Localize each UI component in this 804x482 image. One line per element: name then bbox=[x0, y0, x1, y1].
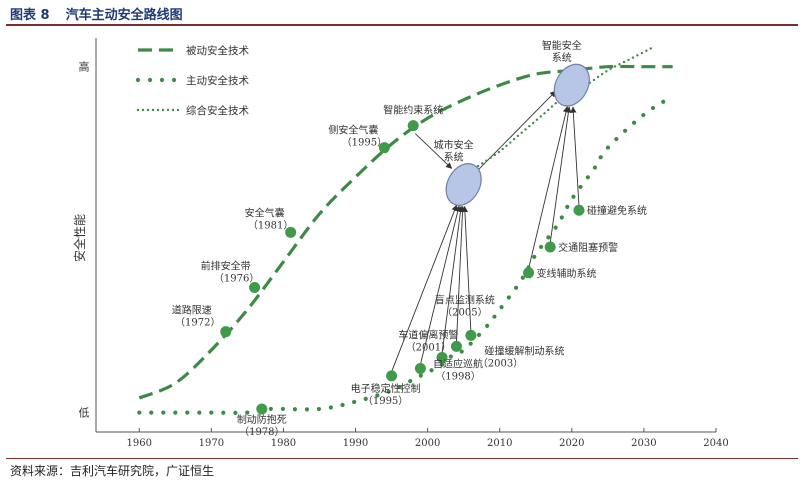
bubble-label: 智能安全 bbox=[542, 39, 582, 52]
x-tick-label: 2020 bbox=[559, 438, 584, 449]
milestone-dot bbox=[386, 370, 398, 382]
milestone-arrow bbox=[419, 205, 461, 365]
legend-label: 被动安全技术 bbox=[186, 44, 249, 57]
milestone-arrow bbox=[461, 205, 472, 332]
milestone-dot bbox=[573, 204, 585, 216]
milestone-dot bbox=[220, 326, 232, 338]
milestone-year: （1981） bbox=[248, 219, 293, 231]
arrows bbox=[391, 90, 580, 373]
y-tick-label: 低 bbox=[79, 407, 90, 420]
milestone-arrow bbox=[456, 205, 466, 343]
milestone-dot bbox=[450, 340, 462, 352]
footer-rule bbox=[6, 458, 798, 459]
milestone-arrow bbox=[477, 90, 557, 171]
milestone-label: 侧安全气囊 bbox=[328, 124, 378, 137]
source-note: 资料来源：吉利汽车研究院，广证恒生 bbox=[10, 464, 215, 478]
milestone-dot bbox=[285, 226, 297, 238]
legend-label: 主动安全技术 bbox=[186, 74, 249, 87]
milestone-label: 制动防抱死 bbox=[237, 413, 287, 426]
milestone-label: 智能约束系统 bbox=[383, 104, 443, 117]
bubble-label: 系统 bbox=[552, 51, 572, 64]
milestone-arrow bbox=[528, 105, 570, 269]
axes: 1960 1970 1980 1990 2000 2010 2020 2030 2040 低 高安全… bbox=[72, 38, 729, 449]
bubble-label: 城市安全 bbox=[434, 138, 474, 151]
milestone-dot bbox=[414, 362, 426, 374]
milestone-year: （1972） bbox=[175, 317, 220, 329]
milestone-dot bbox=[249, 282, 261, 294]
milestone-label: 电子稳定性控制 bbox=[351, 382, 421, 395]
milestone-year: （2003） bbox=[478, 357, 523, 369]
milestone-dot bbox=[378, 142, 390, 154]
system-bubble bbox=[553, 63, 590, 107]
milestone-arrow bbox=[441, 205, 464, 354]
milestone-dot bbox=[436, 351, 448, 363]
system-bubble bbox=[445, 163, 482, 206]
series-lines bbox=[137, 47, 675, 416]
series-line bbox=[137, 94, 675, 416]
milestone-dot bbox=[256, 403, 268, 415]
milestone-arrow bbox=[391, 204, 458, 373]
x-tick-label: 1970 bbox=[199, 438, 224, 449]
milestone-label: 碰撞避免系统 bbox=[587, 204, 647, 217]
milestone-arrow bbox=[570, 106, 580, 207]
title-rule bbox=[6, 24, 798, 26]
milestone-label: 安全气囊 bbox=[245, 206, 285, 219]
milestone-year: （1995） bbox=[342, 137, 387, 149]
milestone-label: 车道偏离预警 bbox=[398, 328, 458, 341]
milestone-dot bbox=[465, 329, 477, 341]
milestone-year: （2005） bbox=[442, 306, 487, 318]
x-tick-label: 2040 bbox=[703, 438, 728, 449]
milestone-dot bbox=[523, 267, 535, 279]
milestone-year: （2001） bbox=[406, 341, 451, 353]
figure-number: 图表 8 bbox=[10, 8, 50, 23]
milestone-arrow bbox=[414, 133, 453, 169]
x-tick-label: 2000 bbox=[415, 438, 440, 449]
milestone-label: 自适应巡航 bbox=[433, 357, 483, 370]
legend-label: 综合安全技术 bbox=[186, 104, 249, 117]
milestone-label: 交通阻塞预警 bbox=[558, 241, 618, 254]
series-line bbox=[476, 47, 653, 168]
bubble-label: 系统 bbox=[444, 150, 464, 163]
x-tick-label: 1960 bbox=[127, 438, 152, 449]
milestone-arrow bbox=[549, 106, 572, 244]
milestone-year: （1998） bbox=[435, 370, 480, 382]
figure-title-text: 汽车主动安全路线图 bbox=[65, 8, 183, 23]
figure-title: 图表 8 汽车主动安全路线图 bbox=[10, 4, 183, 23]
milestone-label: 碰撞缓解制动系统 bbox=[484, 344, 564, 357]
milestone-year: （1978） bbox=[239, 426, 284, 438]
x-tick-label: 1990 bbox=[343, 438, 368, 449]
y-tick-label: 高 bbox=[79, 60, 90, 74]
milestone-dot bbox=[407, 120, 419, 132]
x-tick-label: 2030 bbox=[631, 438, 656, 449]
milestones: 道路限速（1972）前排安全带（1976）安全气囊（1981）侧安全气囊（199… bbox=[172, 104, 647, 438]
milestone-label: 变线辅助系统 bbox=[537, 267, 597, 280]
milestone-year: （1995） bbox=[363, 395, 408, 407]
milestone-dot bbox=[544, 241, 556, 253]
milestone-label: 盲点监测系统 bbox=[435, 293, 495, 306]
y-axis-label: 安全性能 bbox=[72, 214, 87, 262]
milestone-label: 道路限速 bbox=[172, 304, 212, 317]
x-tick-label: 2010 bbox=[487, 438, 512, 449]
milestone-year: （1976） bbox=[214, 273, 259, 285]
milestone-label: 前排安全带 bbox=[201, 260, 251, 273]
x-tick-label: 1980 bbox=[271, 438, 296, 449]
